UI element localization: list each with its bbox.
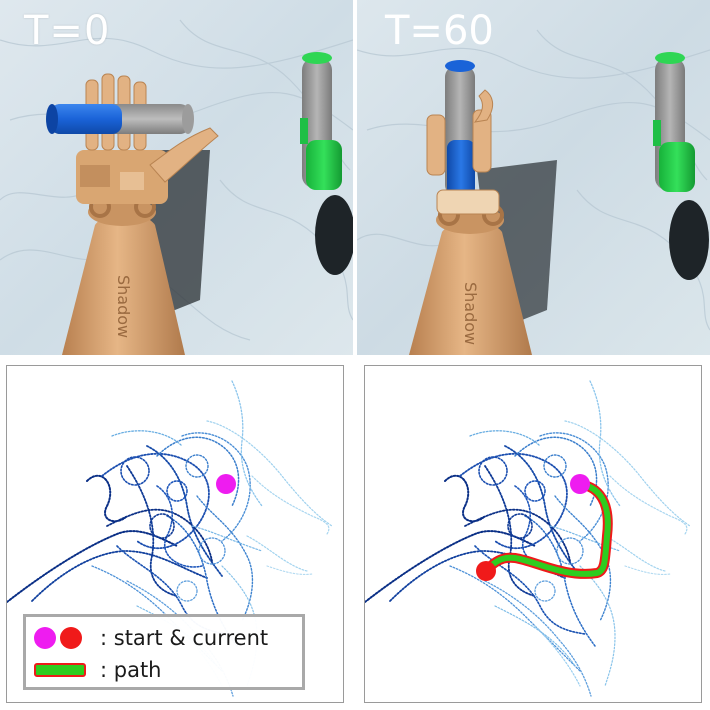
scene-t60: Shadow T=60 (357, 0, 710, 355)
trajectory-scatter (365, 380, 691, 697)
robot-forearm (409, 221, 532, 355)
robot-forearm (62, 213, 185, 355)
robot-thumb (149, 127, 219, 183)
start-marker-icon (216, 474, 236, 494)
current-marker-icon (476, 561, 496, 581)
arm-logo: Shadow (114, 275, 133, 338)
current-marker-icon (60, 627, 82, 649)
frame-t0: Shadow T=0 (0, 0, 353, 355)
frame-label-t60: T=60 (384, 8, 494, 54)
robot-fingers (426, 109, 500, 215)
legend-row-start-current: : start & current (34, 623, 304, 653)
legend-label-start-current: : start & current (100, 626, 269, 650)
path-swatch-icon (34, 663, 86, 677)
frame-label-t0: T=0 (23, 8, 110, 54)
frame-t60: Shadow T=60 (357, 0, 710, 355)
cylinder-shadow (669, 200, 709, 280)
legend-row-path: : path (34, 655, 304, 685)
target-cylinder (653, 52, 695, 192)
legend-label-path: : path (100, 658, 162, 682)
trajectory-plot-start: : start & current : path (6, 365, 344, 703)
trajectory-cloud (365, 380, 691, 697)
start-marker-icon (34, 627, 56, 649)
trajectory-plot-current (364, 365, 702, 703)
robot-wrist (88, 198, 156, 226)
scene-t0: Shadow T=0 (0, 0, 353, 355)
arm-logo: Shadow (461, 282, 480, 345)
held-cylinder (46, 104, 194, 134)
robot-thumb (473, 89, 494, 123)
path-line (482, 481, 611, 577)
legend: : start & current : path (23, 614, 305, 690)
cylinder-shadow (315, 195, 353, 275)
target-cylinder (300, 52, 342, 190)
held-cylinder (445, 60, 475, 196)
start-marker-icon (570, 474, 590, 494)
